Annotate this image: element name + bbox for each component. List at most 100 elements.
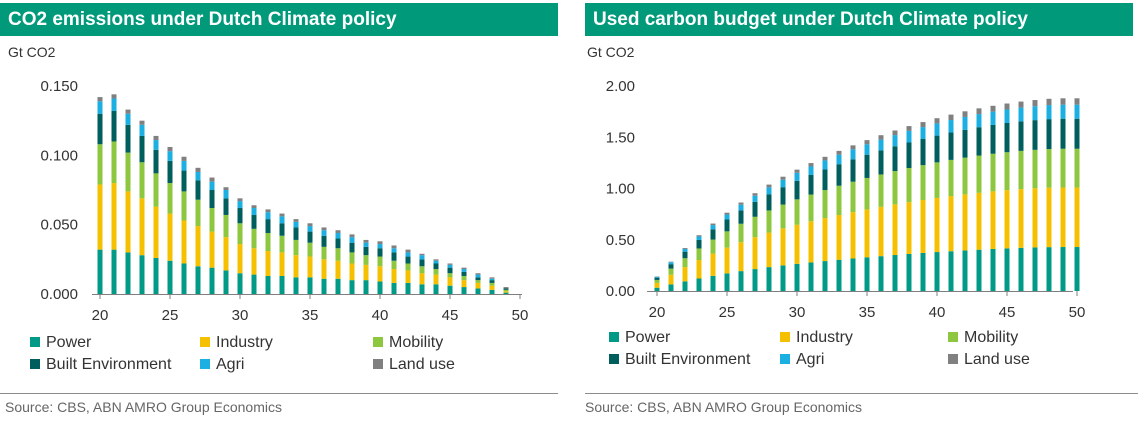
bar-segment (503, 292, 509, 294)
bar-segment (433, 259, 439, 261)
bar-segment (167, 260, 173, 294)
bar-segment (335, 230, 341, 233)
bar-segment (321, 227, 327, 231)
legend-swatch (780, 353, 790, 364)
bar-segment (668, 274, 674, 285)
bar-segment (976, 127, 982, 156)
bar-segment (349, 263, 355, 281)
bar-segment (349, 280, 355, 294)
bar-segment (237, 208, 243, 224)
bar-segment (906, 168, 912, 203)
bar-segment (335, 232, 341, 239)
bar-segment (153, 257, 159, 294)
legend-item-power: Power (30, 333, 91, 353)
bar-segment (377, 266, 383, 282)
bar-segment (167, 213, 173, 261)
bar-segment (279, 235, 285, 253)
bar-segment (906, 253, 912, 291)
bar-segment (836, 259, 842, 291)
bar-segment (934, 118, 940, 124)
x-tick-label: 40 (929, 304, 946, 321)
bar-segment (794, 199, 800, 225)
bar-segment (489, 277, 495, 279)
bar-segment (850, 159, 856, 182)
bar-segment (808, 194, 814, 222)
y-tick-label: 1.00 (606, 181, 635, 198)
bar-segment (892, 171, 898, 205)
legend-item-industry: Industry (780, 328, 853, 348)
bar-segment (878, 174, 884, 207)
bar-segment (181, 220, 187, 264)
bar-segment (724, 247, 730, 274)
x-tick-label: 50 (512, 307, 529, 324)
bar-segment (209, 181, 215, 190)
bar-segment (139, 120, 145, 125)
bar-segment (1046, 105, 1052, 120)
bar-segment (1046, 247, 1052, 291)
bar-segment (461, 269, 467, 272)
bar-segment (920, 165, 926, 200)
bar-segment (976, 192, 982, 250)
bar-segment (125, 124, 131, 153)
bar-segment (864, 177, 870, 210)
legend-swatch (30, 336, 40, 347)
bar-segment (293, 219, 299, 222)
bar-segment (237, 201, 243, 209)
bar-segment (433, 284, 439, 294)
bar-segment (475, 280, 481, 283)
bar-segment (1018, 121, 1024, 151)
legend-swatch (609, 353, 619, 364)
bar-segment (321, 246, 327, 260)
bar-segment (878, 256, 884, 291)
bar-segment (724, 273, 730, 291)
bar-segment (419, 253, 425, 256)
x-tick-label: 45 (999, 304, 1016, 321)
legend-swatch (200, 336, 210, 347)
bar-segment (668, 264, 674, 269)
bar-segment (475, 288, 481, 294)
legend-label: Built Environment (625, 351, 751, 368)
y-tick-label: 1.50 (606, 129, 635, 146)
bar-segment (892, 130, 898, 136)
bar-segment (321, 235, 327, 247)
legend-label: Built Environment (46, 356, 172, 373)
bar-segment (710, 229, 716, 240)
bar-segment (976, 249, 982, 291)
bar-segment (654, 277, 660, 280)
bar-segment (808, 174, 814, 195)
bar-segment (433, 263, 439, 270)
bar-segment (447, 267, 453, 274)
bar-segment (489, 285, 495, 290)
bar-segment (934, 135, 940, 163)
bar-segment (223, 270, 229, 294)
bar-segment (363, 280, 369, 294)
bar-segment (223, 214, 229, 238)
bar-segment (265, 275, 271, 294)
bar-segment (97, 249, 103, 294)
bar-segment (948, 159, 954, 197)
bar-segment (237, 198, 243, 202)
bar-segment (990, 191, 996, 249)
x-tick-label: 20 (649, 304, 666, 321)
bar-segment (906, 142, 912, 168)
x-tick-label: 40 (372, 307, 389, 324)
bar-segment (1004, 109, 1010, 124)
bar-segment (475, 282, 481, 289)
bar-segment (934, 162, 940, 198)
legend-swatch (30, 358, 40, 369)
bar-segment (850, 258, 856, 291)
legend-item-mobility: Mobility (373, 333, 443, 353)
bar-segment (209, 208, 215, 232)
bar-segment (920, 252, 926, 291)
bar-segment (265, 232, 271, 252)
bar-segment (503, 289, 509, 292)
bar-segment (391, 269, 397, 283)
bar-segment (433, 269, 439, 275)
x-tick-label: 30 (789, 304, 806, 321)
legend-item-land-use: Land use (373, 355, 455, 375)
bar-segment (195, 199, 201, 227)
bar-segment (724, 231, 730, 248)
bar-segment (181, 263, 187, 294)
bar-segment (794, 172, 800, 181)
bar-segment (223, 237, 229, 271)
